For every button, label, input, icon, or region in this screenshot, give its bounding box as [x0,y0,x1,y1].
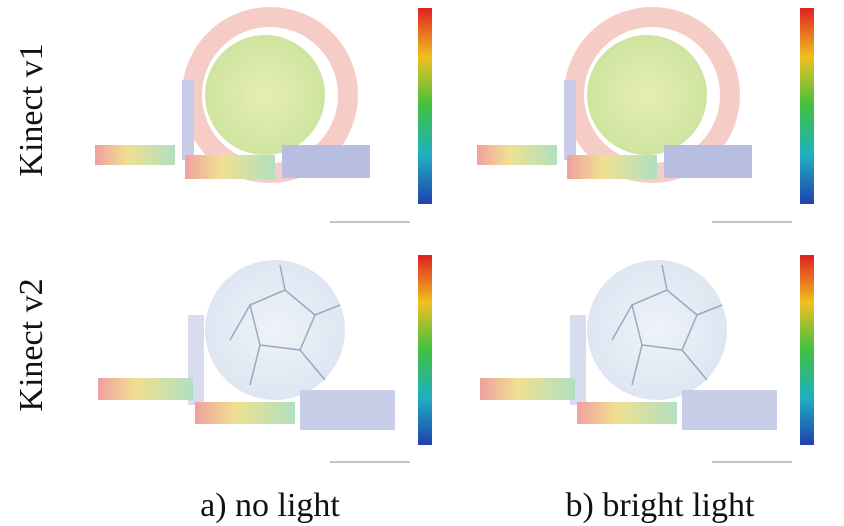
page: Kinect v1 Kinect v2 a) no light b) brigh… [0,0,844,526]
caption: a) no light [200,487,340,524]
row-label: Kinect v1 [13,43,50,176]
figure: Kinect v1 Kinect v2 a) no light b) brigh… [0,0,844,526]
row-label: Kinect v2 [13,278,50,411]
caption: b) bright light [566,487,755,524]
